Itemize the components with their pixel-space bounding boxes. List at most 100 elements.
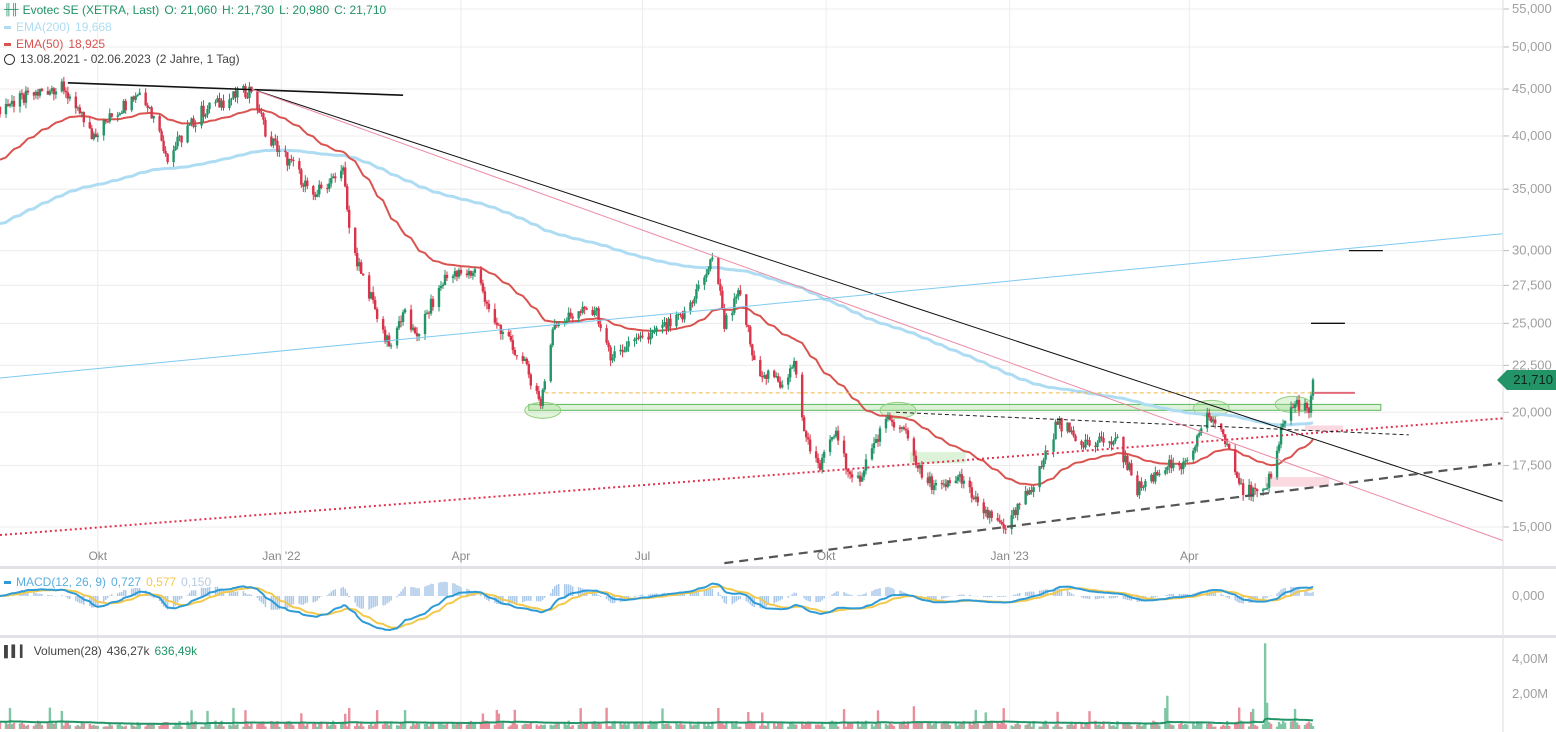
candle xyxy=(1297,394,1301,417)
volume-bar xyxy=(958,723,962,729)
volume-label: Volumen(28) xyxy=(33,644,102,658)
volume-bar xyxy=(214,720,217,729)
candle xyxy=(633,337,636,347)
volume-bar xyxy=(164,721,167,729)
volume-bar xyxy=(1088,711,1091,729)
candle xyxy=(150,105,153,119)
volume-bar xyxy=(0,721,2,729)
candle xyxy=(1277,441,1281,454)
candle xyxy=(513,347,517,356)
candle xyxy=(76,105,80,111)
volume-bar xyxy=(1281,720,1285,729)
volume-bar xyxy=(134,726,137,729)
volume-bar xyxy=(76,724,80,729)
candle xyxy=(834,427,838,439)
candle xyxy=(190,117,193,127)
volume-bar xyxy=(675,722,678,729)
volume-bar xyxy=(353,726,357,729)
volume-bar xyxy=(1018,724,1021,729)
candle xyxy=(108,108,111,124)
blue-uptrend-line[interactable] xyxy=(0,233,1503,379)
volume-bar xyxy=(1028,722,1031,729)
candle xyxy=(940,480,944,490)
green-support-zone[interactable] xyxy=(528,403,1382,411)
candle xyxy=(1293,401,1297,413)
legend-macd[interactable]: MACD(12, 26, 9) 0,727 0,577 0,150 xyxy=(4,575,211,589)
volume-bar xyxy=(759,725,762,729)
red-dotted-support-line[interactable] xyxy=(0,417,1503,537)
volume-bar xyxy=(808,722,812,729)
volume-bar xyxy=(1098,724,1101,729)
black-dashed-line[interactable] xyxy=(895,411,1409,436)
candle xyxy=(683,306,686,323)
candle xyxy=(848,470,852,480)
pink-zone-upper[interactable] xyxy=(1305,425,1343,431)
candle xyxy=(1142,484,1145,491)
volume-bar xyxy=(1116,721,1119,729)
volume-bar xyxy=(367,724,371,729)
volume-bar xyxy=(387,725,391,729)
volume-bar xyxy=(902,721,906,729)
candle xyxy=(832,434,836,440)
volume-bar xyxy=(1225,720,1229,729)
candle xyxy=(844,453,848,475)
candle xyxy=(1012,507,1015,520)
legend-ema50[interactable]: EMA(50) 18,925 xyxy=(4,37,105,51)
volume-bar xyxy=(66,721,70,729)
volume-bar xyxy=(651,723,654,729)
candle xyxy=(862,469,866,481)
volume-bar xyxy=(222,726,225,729)
candle xyxy=(948,477,952,487)
volume-bar xyxy=(1180,721,1183,729)
volume-bar xyxy=(777,722,780,729)
candle xyxy=(357,257,361,272)
volume-bar xyxy=(834,721,838,729)
volume-bar xyxy=(455,722,459,729)
legend-volume[interactable]: ▌▍▎ Volumen(28) 436,27k 636,49k xyxy=(4,644,197,658)
volume-bar xyxy=(1154,721,1157,729)
candle xyxy=(856,471,860,479)
date-range-note: (2 Jahre, 1 Tag) xyxy=(155,52,240,66)
candle xyxy=(930,473,934,495)
candle xyxy=(334,172,337,183)
volume-bar xyxy=(493,724,497,729)
candle xyxy=(818,460,822,472)
highlight-ellipse[interactable] xyxy=(879,401,917,419)
volume-bar xyxy=(344,713,347,729)
candle xyxy=(403,307,407,314)
black-thick-trendline[interactable] xyxy=(67,82,404,97)
candle xyxy=(1110,436,1113,451)
volume-bar xyxy=(842,709,846,729)
volume-bar xyxy=(609,726,612,729)
legend-ema200[interactable]: EMA(200) 19,668 xyxy=(4,20,112,34)
volume-bar xyxy=(10,724,14,729)
volume-bar xyxy=(767,722,770,729)
volume-bar xyxy=(804,722,808,729)
volume-bar xyxy=(144,726,147,729)
volume-bar xyxy=(972,720,975,729)
volume-bar xyxy=(1152,720,1155,729)
volume-bar xyxy=(174,723,177,729)
black-downtrend-line[interactable] xyxy=(251,88,1503,502)
candle xyxy=(820,453,824,474)
volume-bar xyxy=(158,726,161,729)
volume-bar xyxy=(677,724,680,729)
volume-bar xyxy=(735,721,738,729)
pink-zone-lower[interactable] xyxy=(1265,477,1329,487)
volume-bar xyxy=(389,721,393,729)
volume-bar xyxy=(773,722,776,729)
volume-bar xyxy=(625,724,628,729)
volume-bar xyxy=(998,723,1001,729)
candle xyxy=(340,165,343,182)
candle xyxy=(1014,507,1017,518)
volume-bar xyxy=(1012,726,1015,729)
green-zone-small[interactable] xyxy=(909,452,966,464)
gray-dashed-support-line[interactable] xyxy=(724,462,1501,565)
candle xyxy=(369,291,373,300)
pink-downtrend-line[interactable] xyxy=(251,88,1503,541)
candle xyxy=(527,360,530,379)
candle xyxy=(870,443,874,461)
candle xyxy=(1291,403,1295,409)
volume-bar xyxy=(731,721,734,729)
